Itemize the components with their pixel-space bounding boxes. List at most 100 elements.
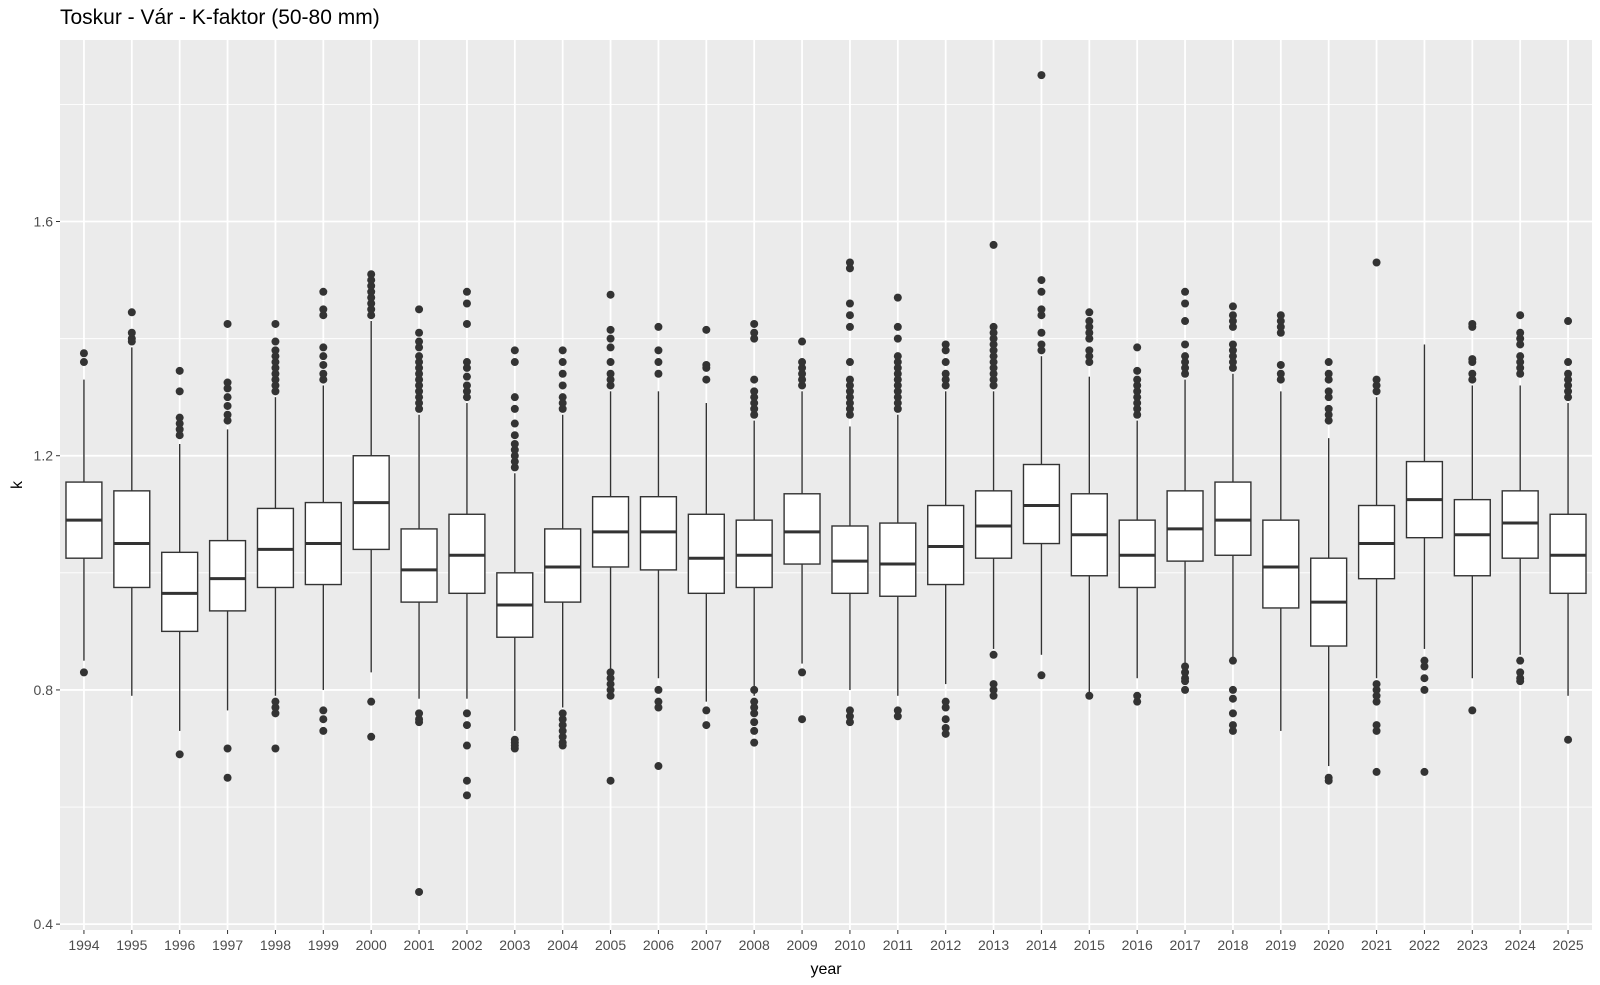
box-2021: [1357, 258, 1396, 776]
outlier-point: [1133, 404, 1142, 413]
outlier-point: [1516, 369, 1525, 378]
outlier-point: [1420, 656, 1429, 665]
outlier-point: [415, 715, 424, 724]
iqr-box: [879, 522, 917, 597]
box-1996: [161, 366, 199, 759]
outlier-point: [798, 381, 807, 390]
x-tick-label: 2024: [1505, 937, 1536, 953]
outlier-point: [1085, 691, 1094, 700]
outlier-point: [510, 404, 519, 413]
iqr-box: [113, 490, 151, 589]
outlier-point: [941, 369, 950, 378]
outlier-point: [271, 703, 280, 712]
outlier-point: [415, 399, 424, 408]
outlier-point: [79, 358, 88, 367]
x-tick-label: 2023: [1457, 937, 1488, 953]
outlier-point: [1276, 328, 1285, 337]
outlier-point: [989, 352, 998, 361]
outlier-point: [941, 346, 950, 355]
box-2020: [1310, 358, 1348, 785]
outlier-point: [1372, 726, 1381, 735]
outlier-point: [319, 305, 328, 314]
outlier-point: [1037, 328, 1046, 337]
outlier-point: [271, 358, 280, 367]
outlier-point: [1037, 276, 1046, 285]
outlier-point: [798, 715, 807, 724]
outlier-point: [893, 352, 902, 361]
outlier-point: [750, 410, 759, 419]
outlier-point: [941, 723, 950, 732]
outlier-point: [845, 264, 854, 273]
outlier-point: [319, 715, 328, 724]
outlier-point: [1181, 287, 1190, 296]
x-tick-label: 2013: [978, 937, 1009, 953]
outlier-point: [271, 375, 280, 384]
outlier-point: [606, 668, 615, 677]
x-tick-label: 2007: [691, 937, 722, 953]
outlier-point: [1133, 366, 1142, 375]
outlier-point: [510, 440, 519, 449]
outlier-point: [1372, 381, 1381, 390]
outlier-point: [1181, 317, 1190, 326]
outlier-point: [415, 328, 424, 337]
outlier-point: [558, 358, 567, 367]
outlier-point: [415, 387, 424, 396]
outlier-point: [319, 706, 328, 715]
outlier-point: [654, 322, 663, 331]
outlier-point: [750, 319, 759, 328]
outlier-point: [462, 372, 471, 381]
outlier-point: [1564, 358, 1573, 367]
outlier-point: [989, 685, 998, 694]
outlier-point: [1133, 399, 1142, 408]
outlier-point: [1564, 369, 1573, 378]
outlier-point: [1228, 656, 1237, 665]
x-tick-label: 2010: [834, 937, 865, 953]
outlier-point: [175, 366, 184, 375]
outlier-point: [1228, 302, 1237, 311]
outlier-point: [750, 387, 759, 396]
outlier-point: [1564, 317, 1573, 326]
x-tick-label: 2014: [1026, 937, 1057, 953]
box-2010: [831, 258, 869, 727]
outlier-point: [702, 360, 711, 369]
outlier-point: [175, 387, 184, 396]
outlier-point: [989, 381, 998, 390]
outlier-point: [367, 305, 376, 314]
outlier-point: [271, 337, 280, 346]
outlier-point: [415, 375, 424, 384]
box-2004: [544, 346, 582, 750]
outlier-point: [1228, 322, 1237, 331]
outlier-point: [558, 381, 567, 390]
outlier-point: [845, 381, 854, 390]
outlier-point: [606, 776, 615, 785]
outlier-point: [845, 322, 854, 331]
outlier-point: [127, 308, 136, 317]
outlier-point: [1324, 404, 1333, 413]
outlier-point: [606, 691, 615, 700]
outlier-point: [989, 240, 998, 249]
outlier-point: [271, 744, 280, 753]
outlier-point: [1133, 381, 1142, 390]
outlier-point: [1516, 352, 1525, 361]
x-tick-label: 2005: [595, 937, 626, 953]
outlier-point: [415, 343, 424, 352]
outlier-point: [415, 337, 424, 346]
outlier-point: [558, 369, 567, 378]
outlier-point: [367, 732, 376, 741]
box-2008: [735, 319, 773, 747]
outlier-point: [1516, 358, 1525, 367]
box-2013: [974, 240, 1013, 700]
outlier-point: [893, 393, 902, 402]
outlier-point: [127, 328, 136, 337]
outlier-point: [558, 732, 567, 741]
outlier-point: [271, 709, 280, 718]
box-2023: [1453, 319, 1491, 715]
x-tick-label: 1999: [308, 937, 339, 953]
outlier-point: [1516, 656, 1525, 665]
outlier-point: [175, 425, 184, 434]
outlier-point: [271, 352, 280, 361]
outlier-point: [367, 293, 376, 302]
outlier-point: [1324, 375, 1333, 384]
outlier-point: [1133, 375, 1142, 384]
iqr-box: [1262, 519, 1300, 609]
